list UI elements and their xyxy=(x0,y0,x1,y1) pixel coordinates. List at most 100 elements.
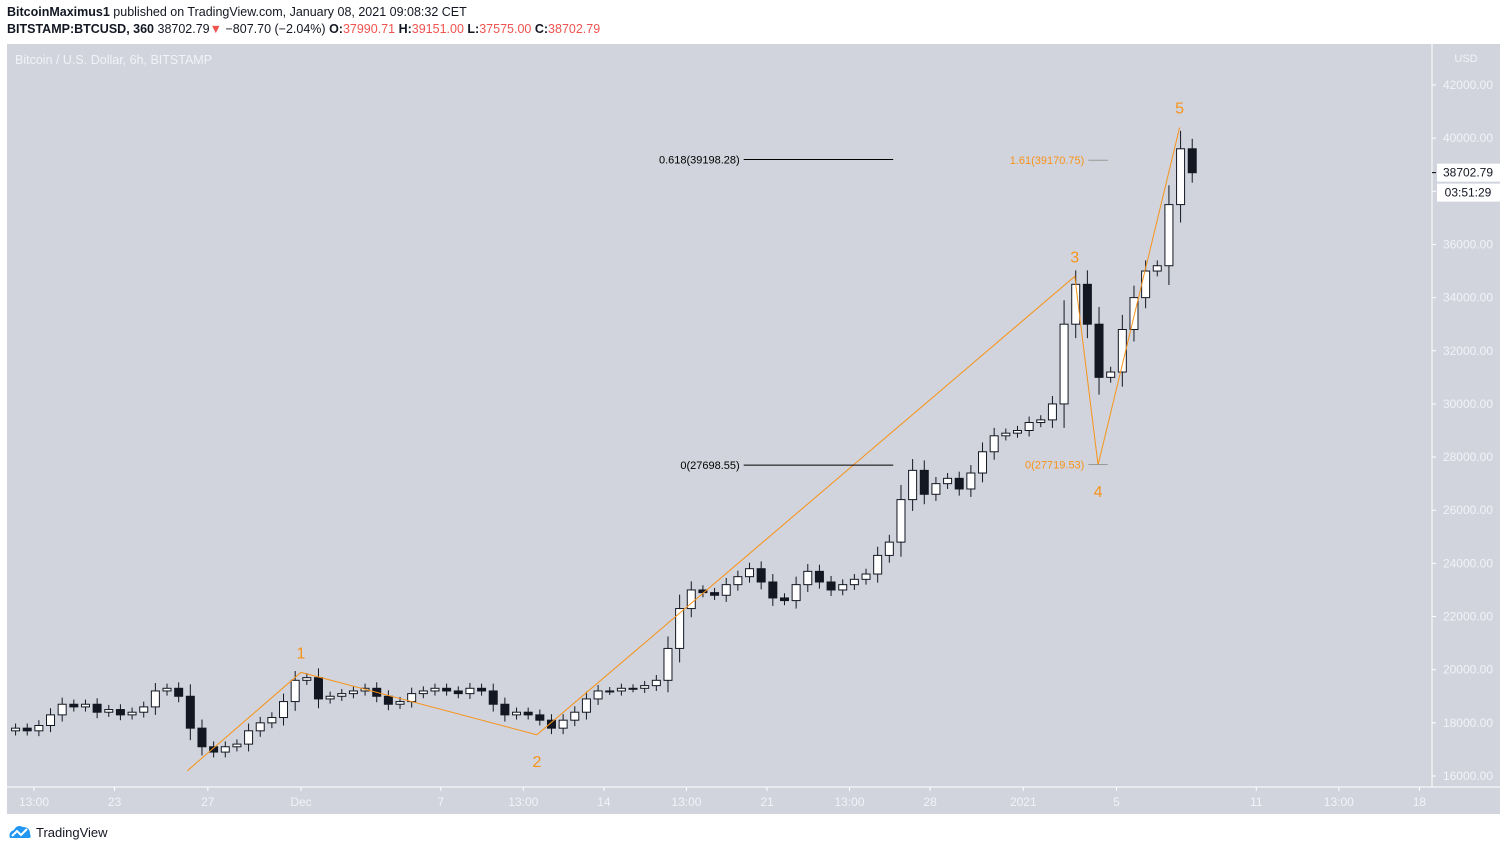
candle-up xyxy=(908,469,918,501)
candle-down xyxy=(174,687,184,697)
last-price: 38702.79 xyxy=(157,22,210,36)
price-tick-label: 34000.00 xyxy=(1443,291,1493,305)
candle-down xyxy=(197,727,207,748)
candle-up xyxy=(267,717,277,724)
candle-down xyxy=(919,469,929,495)
candle-up xyxy=(465,687,475,695)
wave-label-2: 2 xyxy=(532,754,541,771)
candle-up xyxy=(651,679,661,687)
candle-down xyxy=(954,477,964,490)
candle-up xyxy=(279,701,289,719)
candle-down xyxy=(1082,283,1092,325)
candle-down xyxy=(756,568,766,583)
candle-up xyxy=(512,711,522,716)
candle-up xyxy=(139,706,149,713)
candle-up xyxy=(1012,430,1022,434)
fib-level-label: 0.618(39198.28) xyxy=(659,154,740,166)
candle-up xyxy=(290,679,300,703)
time-tick-label: 13:00 xyxy=(835,795,865,809)
candle-up xyxy=(1117,329,1127,373)
candle-up xyxy=(721,584,731,596)
tradingview-logo-icon xyxy=(9,826,31,838)
triangle-down-icon: ▼ xyxy=(209,22,223,36)
price-tick-label: 22000.00 xyxy=(1443,610,1493,624)
fib-level-label: 0(27719.53) xyxy=(1025,460,1084,472)
candle-up xyxy=(943,477,953,485)
candle-up xyxy=(104,709,114,713)
time-tick-label: 13:00 xyxy=(19,795,49,809)
candle-up xyxy=(34,725,44,732)
candle-down xyxy=(185,695,195,729)
price-tick-label: 26000.00 xyxy=(1443,503,1493,517)
symbol-info: BITSTAMP:BTCUSD, 360 38702.79▼ −807.70 (… xyxy=(7,22,600,36)
candle-down xyxy=(442,687,452,692)
candle-down xyxy=(488,690,498,705)
tradingview-logo[interactable]: TradingView xyxy=(8,824,108,840)
candle-up xyxy=(150,690,160,708)
candle-down xyxy=(313,677,323,700)
close-label: C: xyxy=(534,22,549,36)
candle-down xyxy=(383,695,393,705)
candle-up xyxy=(1152,265,1162,272)
elliott-wave-line xyxy=(187,127,1181,772)
countdown-text: 03:51:29 xyxy=(1445,186,1492,200)
candle-up xyxy=(80,703,90,708)
author-name[interactable]: BitcoinMaximus1 xyxy=(7,5,110,19)
chart-area[interactable]: USD 16000.00 18000.00 20000.00 22000.00 24000… xyxy=(7,44,1500,814)
candle-up xyxy=(663,647,673,681)
time-tick-label: 23 xyxy=(108,795,122,809)
candle-up xyxy=(896,499,906,543)
price-tick-label: 20000.00 xyxy=(1443,663,1493,677)
candle-up xyxy=(791,584,801,602)
high-label: H: xyxy=(398,22,412,36)
last-price-tag xyxy=(1437,163,1500,182)
candle-up xyxy=(873,554,883,575)
candle-up xyxy=(570,711,580,721)
candle-down xyxy=(710,592,720,596)
candle-up xyxy=(838,584,848,591)
time-tick-label: 21 xyxy=(760,795,774,809)
candle-up xyxy=(11,727,21,732)
change: −807.70 (−2.04%) xyxy=(225,22,326,36)
candle-down xyxy=(453,690,463,695)
wave-label-4: 4 xyxy=(1094,484,1103,501)
candle-down xyxy=(814,570,824,583)
candle-up xyxy=(581,698,591,713)
price-tick-label: 42000.00 xyxy=(1443,78,1493,92)
price-tick-label: 36000.00 xyxy=(1443,237,1493,251)
candle-up xyxy=(162,687,172,692)
candle-up xyxy=(1164,204,1174,267)
candle-up xyxy=(337,693,347,697)
candle-up xyxy=(675,608,685,649)
candle-up xyxy=(593,690,603,700)
price-tick-label: 18000.00 xyxy=(1443,716,1493,730)
candle-down xyxy=(523,711,533,716)
candle-up xyxy=(989,435,999,453)
candle-down xyxy=(115,709,125,716)
time-tick-label: 2021 xyxy=(1010,795,1037,809)
candle-up xyxy=(1001,432,1011,437)
chart-title: Bitcoin / U.S. Dollar, 6h, BITSTAMP xyxy=(15,53,213,67)
candle-up xyxy=(978,451,988,474)
low-label: L: xyxy=(467,22,480,36)
candle-up xyxy=(325,695,335,700)
candle-up xyxy=(302,677,312,681)
candle-up xyxy=(1176,148,1186,206)
time-tick-label: 7 xyxy=(437,795,444,809)
price-tick-label: 24000.00 xyxy=(1443,556,1493,570)
candle-down xyxy=(477,687,487,692)
price-tick-label: 40000.00 xyxy=(1443,131,1493,145)
time-tick-label: 11 xyxy=(1250,795,1263,809)
price-tick-label: 28000.00 xyxy=(1443,450,1493,464)
candle-down xyxy=(768,581,778,599)
candle-down xyxy=(1094,323,1104,378)
candle-up xyxy=(430,687,440,692)
candle-up xyxy=(1141,270,1151,299)
candle-up xyxy=(931,483,941,495)
candle-up xyxy=(1106,371,1116,378)
candle-up xyxy=(849,578,859,586)
candle-up xyxy=(57,703,67,716)
candle-down xyxy=(500,703,510,716)
candlestick-chart[interactable]: USD16000.0018000.0020000.0022000.0024000… xyxy=(7,44,1500,814)
price-tick-label: 16000.00 xyxy=(1443,769,1493,783)
